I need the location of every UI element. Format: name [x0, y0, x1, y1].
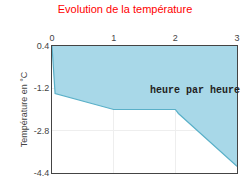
svg-text:-4.4: -4.4	[34, 168, 50, 178]
svg-text:3: 3	[234, 33, 239, 43]
svg-text:0.4: 0.4	[37, 41, 50, 51]
svg-text:2: 2	[173, 33, 178, 43]
svg-text:Température en °C: Température en °C	[19, 71, 29, 147]
svg-text:-1.2: -1.2	[34, 83, 50, 93]
svg-text:0: 0	[49, 33, 54, 43]
svg-text:heure par heure: heure par heure	[150, 85, 240, 96]
svg-text:-2.8: -2.8	[34, 126, 50, 136]
svg-text:1: 1	[111, 33, 116, 43]
svg-text:Evolution de la température: Evolution de la température	[58, 3, 193, 15]
